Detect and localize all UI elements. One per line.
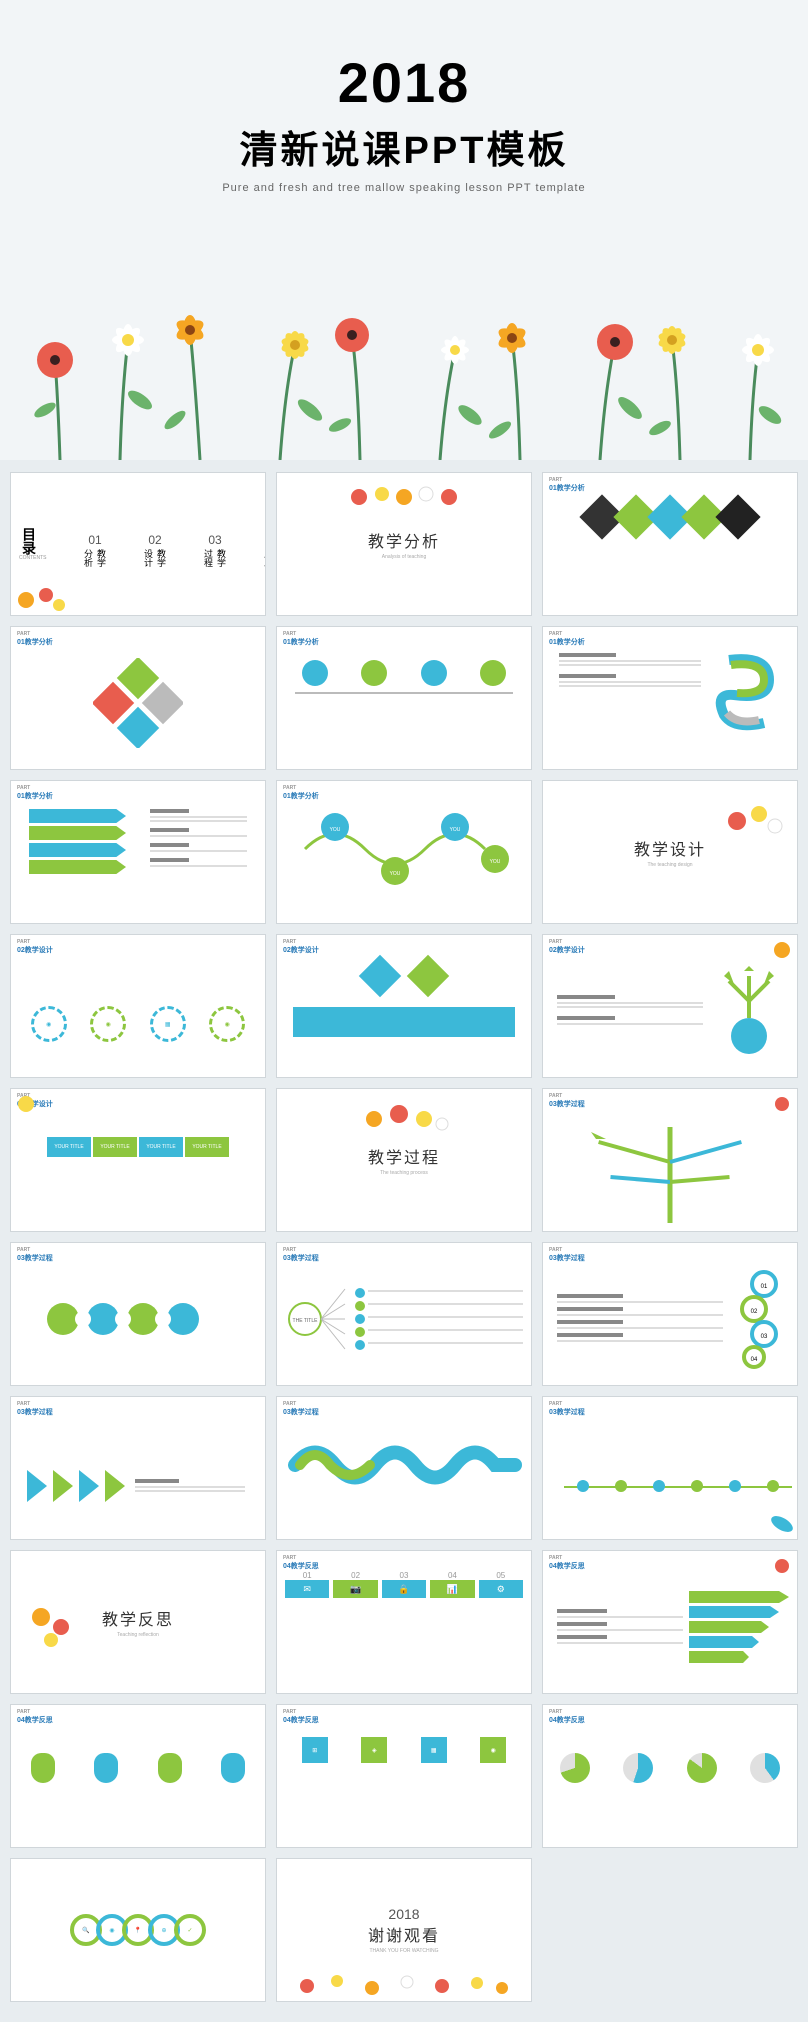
slide-diamond-cycle: PART01教学分析 xyxy=(10,626,266,770)
slide-grid: 目录 CONTENTS 01 教学分析 02 教学设计 03 教学过程 04 教学反思 … xyxy=(0,472,808,2022)
svg-text:02: 02 xyxy=(751,1309,758,1315)
slide-icon-circles: PART01教学分析 xyxy=(276,626,532,770)
svg-text:03: 03 xyxy=(761,1334,768,1340)
section-title: 教学反思 xyxy=(102,1606,174,1630)
slide-closing: 2018 谢谢观看 THANK YOU FOR WATCHING xyxy=(276,1858,532,2002)
section-title: 教学分析 xyxy=(368,528,440,552)
toc-items: 01教学分析 02教学设计 03教学过程 04教学反思 xyxy=(69,533,266,556)
flower-corner-icon xyxy=(11,1089,51,1129)
section-sub: The teaching process xyxy=(380,1170,428,1176)
hero-flowers xyxy=(0,280,808,460)
hero-year: 2018 xyxy=(0,50,808,115)
closing-sub: THANK YOU FOR WATCHING xyxy=(369,1948,438,1954)
thick-wave-icon xyxy=(285,1435,523,1495)
slide-fork-arrows: PART02教学设计 xyxy=(542,934,798,1078)
slide-section-2: 教学设计 The teaching design xyxy=(542,780,798,924)
chain-icon xyxy=(38,1289,238,1349)
slide-wave-nodes: PART01教学分析 YOU YOU YOU YOU xyxy=(276,780,532,924)
tree-diagram-icon xyxy=(551,1107,789,1223)
slide-dashed-circles: PART02教学设计 ◉ ◉ ▦ ◉ xyxy=(10,934,266,1078)
slide-blue-banner: PART02教学设计 xyxy=(276,934,532,1078)
svg-text:01: 01 xyxy=(761,1284,768,1290)
closing-year: 2018 xyxy=(388,1906,419,1922)
flower-footer-icon xyxy=(277,1966,527,2001)
corner-flowers-icon xyxy=(11,575,71,615)
flower-row-icon xyxy=(344,479,464,514)
slide-stacked-arrows: PART04教学反思 xyxy=(542,1550,798,1694)
radial-icon: THE TITLE xyxy=(285,1274,355,1364)
flower-corner-icon xyxy=(762,1551,797,1586)
slide-arrows: PART01教学分析 xyxy=(10,780,266,924)
flower-row-icon xyxy=(354,1099,454,1139)
section-title: 教学设计 xyxy=(634,836,706,860)
slide-section-3: 教学过程 The teaching process xyxy=(276,1088,532,1232)
slide-badges: PART04教学反思 xyxy=(10,1704,266,1848)
slide-section-1: 教学分析 Analysis of teaching xyxy=(276,472,532,616)
slide-steps: PART02教学设计 YOUR TITLE YOUR TITLE YOUR TI… xyxy=(10,1088,266,1232)
svg-text:YOU: YOU xyxy=(390,871,401,877)
slide-numbered-circles: PART03教学过程 01 02 03 04 xyxy=(542,1242,798,1386)
slide-triangle-arrows: PART03教学过程 xyxy=(10,1396,266,1540)
section-sub: The teaching design xyxy=(647,862,692,868)
svg-text:04: 04 xyxy=(751,1357,758,1363)
slide-spiral: PART01教学分析 xyxy=(542,626,798,770)
fork-icon xyxy=(709,966,789,1056)
stacked-circles-icon: 01 02 03 04 xyxy=(729,1269,789,1369)
svg-text:THE TITLE: THE TITLE xyxy=(293,1318,319,1324)
toc-label: 目录 xyxy=(19,527,39,555)
section-sub: Teaching reflection xyxy=(117,1632,159,1638)
toc-label-en: CONTENTS xyxy=(19,555,59,561)
flower-corner-icon xyxy=(757,935,797,975)
slide-toc: 目录 CONTENTS 01教学分析 02教学设计 03教学过程 04教学反思 xyxy=(10,472,266,616)
slide-rings: 🔍 ◉ 📍 ⊕ ✓ xyxy=(10,1858,266,2002)
svg-text:YOU: YOU xyxy=(450,827,461,833)
section-sub: Analysis of teaching xyxy=(382,554,426,560)
hero-title: 清新说课PPT模板 xyxy=(0,119,808,174)
spiral-icon xyxy=(709,645,789,735)
cycle-diagram-icon xyxy=(93,658,183,748)
hero-text: 2018 清新说课PPT模板 Pure and fresh and tree m… xyxy=(0,0,808,194)
svg-text:YOU: YOU xyxy=(490,859,501,865)
slide-wave-thick: PART03教学过程 xyxy=(276,1396,532,1540)
section-title: 教学过程 xyxy=(368,1144,440,1168)
flower-side-icon xyxy=(21,1592,81,1652)
slide-grid5: PART04教学反思 01✉ 02📷 03🔒 04📊 05⚙ xyxy=(276,1550,532,1694)
slide-4squares: PART04教学反思 ⊞ ◈ ▦ ◉ xyxy=(276,1704,532,1848)
slide-chain-circles: PART03教学过程 xyxy=(10,1242,266,1386)
closing-text: 谢谢观看 xyxy=(368,1922,440,1946)
wave-diagram-icon: YOU YOU YOU YOU xyxy=(285,809,523,889)
flower-corner-icon xyxy=(717,796,787,846)
slide-section-4: 教学反思 Teaching reflection xyxy=(10,1550,266,1694)
slide-radial: PART03教学过程 THE TITLE xyxy=(276,1242,532,1386)
hero-slide: 2018 清新说课PPT模板 Pure and fresh and tree m… xyxy=(0,0,808,460)
leaf-corner-icon xyxy=(757,1504,797,1539)
slide-diamonds: PART01教学分析 xyxy=(542,472,798,616)
slide-timeline: PART03教学过程 xyxy=(542,1396,798,1540)
svg-text:YOU: YOU xyxy=(330,827,341,833)
slide-pies: PART04教学反思 xyxy=(542,1704,798,1848)
flower-corner-icon xyxy=(762,1089,797,1124)
hero-subtitle: Pure and fresh and tree mallow speaking … xyxy=(0,182,808,194)
slide-tree-branch: PART03教学过程 xyxy=(542,1088,798,1232)
